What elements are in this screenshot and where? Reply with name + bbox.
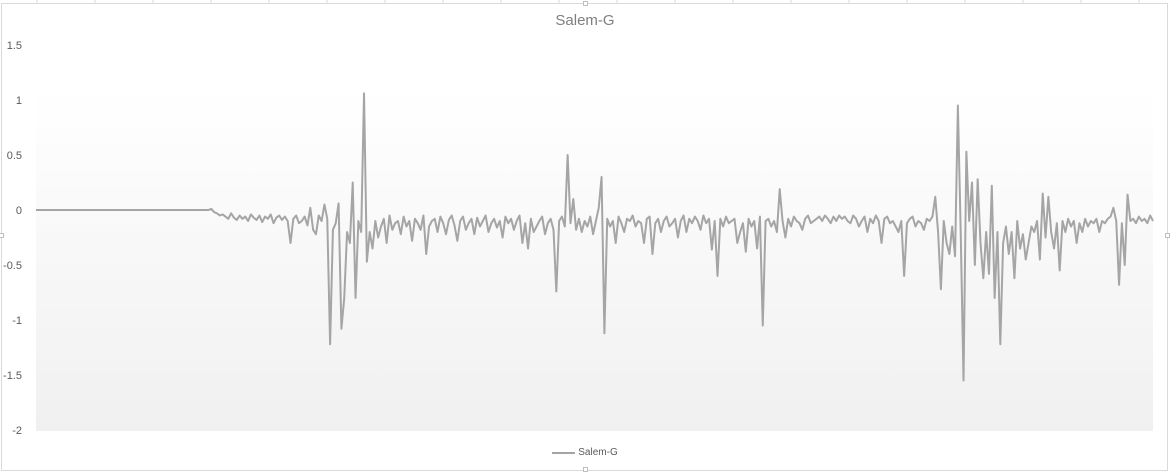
legend-swatch-salem-g	[552, 451, 576, 454]
plot-background	[36, 88, 1153, 431]
y-tick-label: -0.5	[3, 260, 22, 272]
y-tick-label: -2	[12, 425, 22, 437]
resize-handle-top[interactable]	[583, 1, 588, 6]
y-axis: 1.5 1 0.5 0 -0.5 -1 -1.5 -2	[3, 40, 22, 437]
series-salem-g[interactable]	[36, 92, 1154, 382]
legend-label-salem-g: Salem-G	[578, 447, 618, 458]
series-line-salem-g[interactable]	[36, 92, 1154, 382]
resize-handle-bottom[interactable]	[583, 467, 588, 472]
y-tick-label: -1.5	[3, 370, 22, 382]
y-tick-label: 0	[16, 205, 22, 217]
legend[interactable]: Salem-G	[0, 447, 1170, 458]
y-tick-label: 0.5	[7, 150, 22, 162]
chart-title[interactable]: Salem-G	[555, 12, 615, 29]
y-tick-label: -1	[12, 315, 22, 327]
y-tick-label: 1	[16, 95, 22, 107]
y-tick-label: 1.5	[7, 40, 22, 52]
resize-handle-left[interactable]	[0, 233, 4, 238]
